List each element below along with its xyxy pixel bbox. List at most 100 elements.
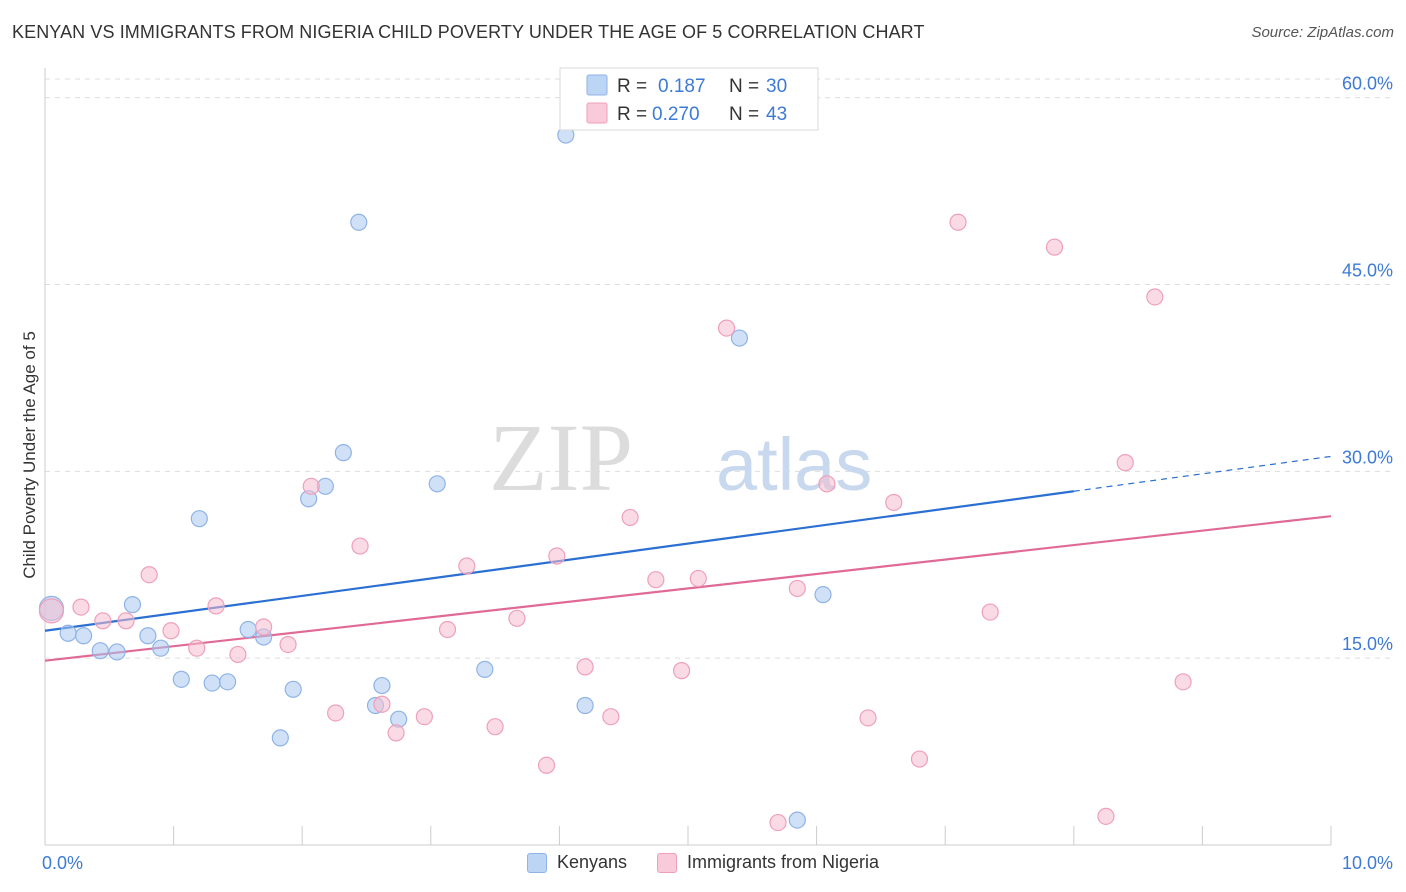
point-kenyans <box>203 674 221 692</box>
point-nigeria <box>72 598 90 616</box>
y-tick-label: 15.0% <box>1342 634 1393 654</box>
point-nigeria <box>373 695 391 713</box>
point-nigeria <box>140 566 158 584</box>
stats-legend: R = 0.187 N = 30 R = 0.270 N = 43 <box>559 67 819 131</box>
point-nigeria <box>188 639 206 657</box>
watermark-atlas: atlas <box>716 423 872 506</box>
point-nigeria <box>255 618 273 636</box>
legend-item-nigeria: Immigrants from Nigeria <box>657 852 879 873</box>
point-kenyans <box>123 596 142 614</box>
point-kenyans <box>219 673 237 691</box>
point-nigeria <box>508 609 526 627</box>
point-kenyans <box>350 213 368 231</box>
tick-labels: 15.0% 30.0% 45.0% 60.0% 0.0% 10.0% <box>42 74 1393 873</box>
legend-label-kenyans: Kenyans <box>556 852 627 872</box>
legend-r-value-1: 0.187 <box>658 76 706 97</box>
point-nigeria <box>769 813 787 832</box>
point-kenyans <box>814 586 832 604</box>
point-nigeria <box>717 319 736 337</box>
point-nigeria <box>1174 673 1192 691</box>
point-kenyans <box>152 639 170 657</box>
y-tick-label: 30.0% <box>1342 447 1393 467</box>
point-nigeria <box>207 597 225 615</box>
point-kenyans <box>74 627 93 645</box>
point-nigeria <box>1097 807 1115 825</box>
point-nigeria <box>885 493 903 512</box>
legend-swatch-kenyans <box>586 74 608 96</box>
point-kenyans <box>108 643 126 661</box>
point-kenyans <box>788 811 806 829</box>
point-nigeria <box>910 750 929 768</box>
point-kenyans <box>428 475 446 493</box>
point-nigeria <box>1045 238 1064 256</box>
legend-n-label-2: N = <box>729 104 759 125</box>
watermark-zip: ZIP <box>489 404 633 511</box>
point-nigeria <box>302 477 320 495</box>
legend-item-kenyans: Kenyans <box>526 852 627 873</box>
point-kenyans <box>59 624 77 642</box>
legend-r-value-2: 0.270 <box>652 104 700 125</box>
data-points <box>38 126 1192 832</box>
trend-line-nigeria <box>44 515 1332 662</box>
point-nigeria <box>327 704 345 722</box>
chart-title: KENYAN VS IMMIGRANTS FROM NIGERIA CHILD … <box>12 22 925 42</box>
point-nigeria <box>486 718 504 736</box>
point-nigeria <box>162 622 180 640</box>
point-nigeria <box>438 620 457 639</box>
point-nigeria <box>38 598 65 624</box>
point-nigeria <box>647 571 665 589</box>
point-nigeria <box>949 213 967 231</box>
legend-r-label-1: R = <box>617 76 647 97</box>
point-nigeria <box>602 708 620 726</box>
series-legend: Kenyans Immigrants from Nigeria <box>0 852 1406 873</box>
point-kenyans <box>239 620 257 639</box>
point-kenyans <box>730 329 749 347</box>
x-tick-label-max: 10.0% <box>1342 853 1393 873</box>
gridlines <box>45 78 1395 659</box>
axes <box>44 68 1332 846</box>
point-nigeria <box>537 756 556 774</box>
point-kenyans <box>576 696 594 715</box>
point-nigeria <box>689 569 707 588</box>
legend-swatch-nigeria-bottom <box>657 852 677 873</box>
point-nigeria <box>788 579 806 598</box>
point-kenyans <box>139 627 157 645</box>
legend-n-label-1: N = <box>729 76 759 97</box>
point-nigeria <box>672 662 691 680</box>
point-kenyans <box>334 444 352 462</box>
point-nigeria <box>548 547 566 565</box>
legend-r-label-2: R = <box>617 104 647 125</box>
x-tick-label-min: 0.0% <box>42 853 83 873</box>
source-label: Source: ZipAtlas.com <box>1251 24 1394 41</box>
legend-n-value-2: 43 <box>766 104 787 125</box>
legend-n-value-1: 30 <box>766 76 787 97</box>
legend-label-nigeria: Immigrants from Nigeria <box>687 852 880 872</box>
point-nigeria <box>859 709 877 727</box>
point-nigeria <box>576 658 594 676</box>
point-nigeria <box>621 508 639 527</box>
point-nigeria <box>351 537 369 555</box>
point-nigeria <box>981 603 999 621</box>
trend-line-extension-kenyans <box>1073 455 1332 492</box>
point-nigeria <box>117 612 135 630</box>
y-tick-label: 45.0% <box>1342 261 1393 281</box>
legend-swatch-kenyans-bottom <box>526 852 547 873</box>
trend-lines <box>44 455 1332 662</box>
point-nigeria <box>279 635 297 654</box>
watermark: ZIP atlas <box>489 404 872 511</box>
point-nigeria <box>229 645 247 664</box>
point-nigeria <box>458 557 476 575</box>
legend-swatch-nigeria <box>586 102 608 124</box>
point-kenyans <box>271 729 289 747</box>
y-tick-label: 60.0% <box>1342 74 1393 94</box>
point-kenyans <box>373 676 391 695</box>
point-kenyans <box>476 660 494 678</box>
point-nigeria <box>818 475 836 493</box>
point-nigeria <box>1116 454 1134 472</box>
point-nigeria <box>387 724 405 742</box>
point-kenyans <box>172 670 190 688</box>
point-kenyans <box>91 642 109 660</box>
point-nigeria <box>94 612 112 630</box>
point-nigeria <box>1146 288 1164 306</box>
